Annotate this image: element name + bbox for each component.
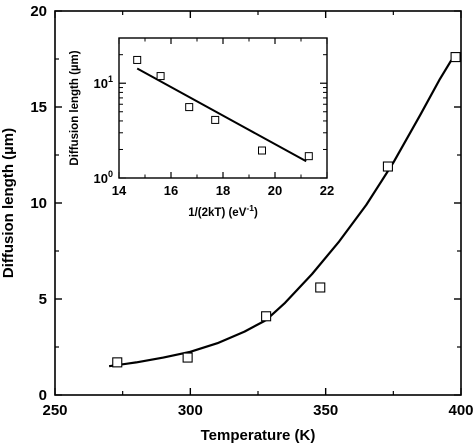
inset-x-axis-title-main: 1/(2kT) (eV [188, 207, 246, 219]
main-x-tick-label: 350 [313, 402, 338, 419]
inset-series [133, 55, 313, 163]
inset-data-point [304, 152, 313, 161]
main-data-point [315, 282, 326, 293]
main-data-point [382, 161, 393, 172]
inset-y-tick-label-exponent: 1 [108, 74, 113, 84]
inset-data-point [133, 55, 142, 64]
inset-x-tick-label: 16 [164, 183, 178, 198]
main-y-axis-title: Diffusion length (µm) [0, 128, 17, 278]
inset-background [63, 30, 335, 232]
inset-data-point [156, 72, 165, 81]
main-data-point [182, 352, 193, 363]
main-data-point [261, 311, 272, 322]
main-data-point [450, 52, 461, 63]
main-y-tick-label: 0 [39, 387, 47, 404]
inset-data-point [211, 115, 220, 124]
main-y-tick-label: 20 [30, 3, 47, 20]
inset-x-tick-label: 20 [268, 183, 282, 198]
inset-x-axis-title-close: ) [254, 207, 258, 219]
inset-y-tick-label: 100 [94, 169, 113, 186]
main-y-tick-label: 15 [30, 99, 47, 116]
main-x-axis-title: Temperature (K) [201, 427, 316, 444]
inset-x-tick-label: 18 [216, 183, 230, 198]
main-fit-curve [108, 52, 457, 368]
inset-x-axis-title: 1/(2kT) (eV-1) [188, 203, 258, 219]
main-ticks [54, 10, 462, 396]
inset-x-tick-label: 14 [112, 183, 127, 198]
main-data-point [112, 357, 123, 368]
inset-y-tick-label: 101 [94, 74, 113, 91]
main-y-tick-label: 5 [39, 291, 47, 308]
main-x-tick-label: 300 [178, 402, 203, 419]
inset-y-tick-label-base: 10 [94, 76, 108, 91]
inset-data-point [185, 103, 194, 112]
main-x-tick-label: 400 [448, 402, 473, 419]
inset-x-tick-label: 22 [320, 183, 334, 198]
main-series [108, 52, 461, 368]
main-y-tick-label: 10 [30, 195, 47, 212]
inset-y-axis-title: Diffusion length (µm) [69, 50, 81, 165]
inset-ticks [118, 37, 328, 179]
inset-y-tick-label-base: 10 [94, 171, 108, 186]
inset-y-tick-label-exponent: 0 [108, 169, 113, 179]
inset-data-point [258, 146, 266, 155]
inset-fit-line [136, 67, 307, 163]
inset-x-axis-title-exponent: -1 [246, 203, 254, 213]
main-x-tick-label: 250 [42, 402, 67, 419]
